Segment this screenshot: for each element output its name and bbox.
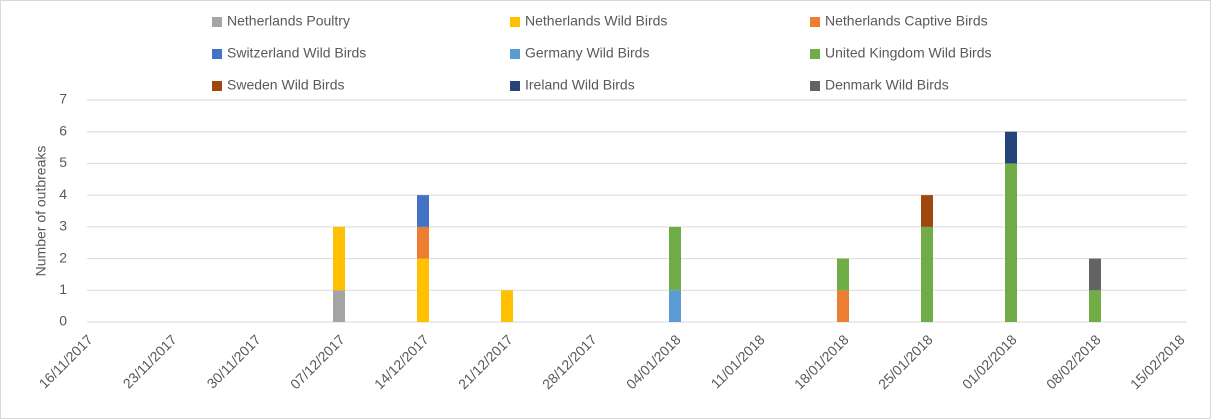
legend-swatch: [810, 49, 820, 59]
legend-label: Switzerland Wild Birds: [227, 45, 366, 61]
y-tick-label: 2: [59, 249, 67, 265]
legend-label: United Kingdom Wild Birds: [825, 45, 992, 61]
bar-segment: [1005, 131, 1017, 164]
legend-swatch: [510, 81, 520, 91]
legend-label: Sweden Wild Birds: [227, 77, 345, 93]
bar-segment: [921, 226, 933, 322]
y-tick-label: 1: [59, 281, 67, 297]
y-tick-label: 5: [59, 154, 67, 170]
legend-label: Germany Wild Birds: [525, 45, 649, 61]
y-tick-label: 0: [59, 313, 67, 329]
legend-label: Ireland Wild Birds: [525, 77, 635, 93]
bar-segment: [1005, 163, 1017, 322]
y-tick-label: 7: [59, 91, 67, 107]
legend-swatch: [510, 49, 520, 59]
bar-segment: [333, 290, 345, 322]
bar-segment: [669, 290, 681, 322]
legend-label: Netherlands Wild Birds: [525, 13, 667, 29]
bar-segment: [333, 226, 345, 291]
y-tick-label: 6: [59, 122, 67, 138]
y-tick-label: 3: [59, 218, 67, 234]
bar-segment: [921, 195, 933, 227]
bar-segment: [837, 290, 849, 322]
bar-segment: [669, 226, 681, 291]
bar-segment: [417, 195, 429, 227]
y-axis-title: Number of outbreaks: [33, 146, 49, 277]
bar-segment: [1089, 290, 1101, 322]
legend-swatch: [212, 49, 222, 59]
bar-segment: [837, 258, 849, 291]
legend-swatch: [810, 17, 820, 27]
legend-label: Netherlands Poultry: [227, 13, 350, 29]
legend-swatch: [810, 81, 820, 91]
legend-swatch: [212, 17, 222, 27]
legend-label: Denmark Wild Birds: [825, 77, 949, 93]
bar-segment: [1089, 258, 1101, 291]
legend-swatch: [510, 17, 520, 27]
bar-segment: [417, 258, 429, 322]
bar-segment: [417, 226, 429, 259]
y-tick-label: 4: [59, 186, 67, 202]
bar-segment: [501, 290, 513, 322]
legend-swatch: [212, 81, 222, 91]
legend-label: Netherlands Captive Birds: [825, 13, 988, 29]
